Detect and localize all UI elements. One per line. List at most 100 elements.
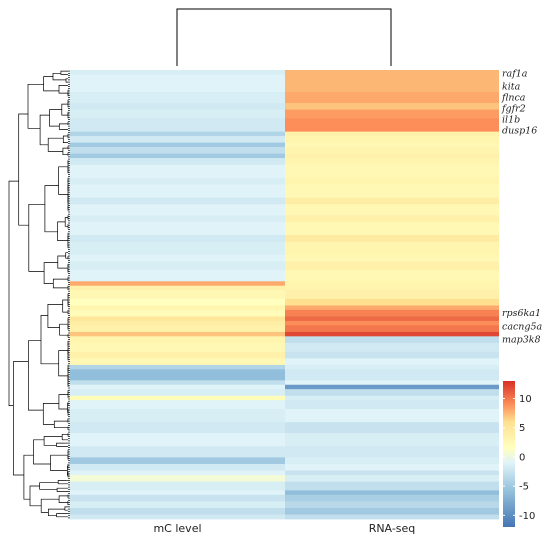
heatmap-cell — [70, 182, 285, 185]
heatmap-cell — [285, 166, 499, 170]
heatmap-cell — [70, 316, 285, 320]
heatmap-cell — [70, 397, 285, 401]
row-dendrogram-branch — [47, 137, 64, 152]
heatmap-cell — [70, 122, 285, 126]
row-dendrogram-branch — [58, 350, 68, 377]
heatmap-cell — [70, 373, 285, 377]
heatmap-cell — [70, 488, 285, 491]
heatmap-cell — [70, 180, 285, 183]
heatmap-cell — [285, 353, 499, 357]
heatmap-cell — [285, 268, 499, 271]
heatmap-cell — [285, 463, 499, 467]
heatmap-cell — [285, 417, 499, 421]
heatmap-cell — [285, 265, 499, 269]
heatmap-cell — [70, 153, 285, 157]
heatmap-cell — [70, 422, 285, 425]
heatmap-cell — [285, 111, 499, 115]
heatmap-cell — [285, 92, 499, 95]
heatmap-cell — [70, 237, 285, 240]
heatmap-cell — [70, 406, 285, 410]
heatmap-cell — [70, 340, 285, 344]
gene-label: il1b — [502, 115, 520, 126]
heatmap-cell — [70, 411, 285, 414]
heatmap-cell — [70, 485, 285, 489]
heatmap-cell — [285, 490, 499, 493]
heatmap-cell — [285, 164, 499, 168]
heatmap-cell — [70, 371, 285, 375]
heatmap-cell — [70, 461, 285, 465]
heatmap-cell — [285, 89, 499, 93]
heatmap-cell — [285, 439, 499, 443]
heatmap-cell — [70, 362, 285, 366]
heatmap-cell — [285, 116, 499, 119]
gene-label: kita — [502, 82, 521, 93]
heatmap-cell — [70, 468, 285, 471]
heatmap-cell — [70, 364, 285, 368]
heatmap-cell — [70, 144, 285, 148]
heatmap-cell — [285, 437, 499, 441]
heatmap-cell — [285, 228, 499, 232]
heatmap-cell — [285, 488, 499, 491]
column-label: mC level — [153, 522, 201, 535]
heatmap-cell — [70, 314, 285, 317]
heatmap-cell — [70, 217, 285, 221]
heatmap-cell — [70, 444, 285, 447]
heatmap-cell — [70, 298, 285, 302]
row-dendrogram-branch — [28, 340, 44, 411]
heatmap-cell — [70, 283, 285, 287]
heatmap-cell — [285, 171, 499, 174]
row-dendrogram-branch — [53, 420, 68, 429]
heatmap-cell — [285, 402, 499, 405]
row-dendrogram-branch — [58, 166, 68, 195]
heatmap-cell — [285, 120, 499, 124]
heatmap-cell — [285, 367, 499, 370]
row-dendrogram-branch — [18, 113, 29, 226]
heatmap-cell — [285, 197, 499, 201]
heatmap-cell — [285, 351, 499, 355]
heatmap-cell — [285, 109, 499, 113]
heatmap-cell — [70, 193, 285, 196]
heatmap-cell — [285, 78, 499, 82]
heatmap-cell — [70, 415, 285, 419]
heatmap-cell — [70, 76, 285, 80]
heatmap-cell — [70, 413, 285, 416]
heatmap-cell — [285, 202, 499, 205]
heatmap-cell — [70, 450, 285, 454]
heatmap-cell — [70, 149, 285, 152]
heatmap-cell — [70, 169, 285, 172]
heatmap-cell — [285, 252, 499, 256]
heatmap-cell — [285, 503, 499, 507]
heatmap-cell — [70, 125, 285, 128]
heatmap-cell — [285, 373, 499, 377]
heatmap-cell — [285, 375, 499, 379]
heatmap-cell — [70, 268, 285, 271]
heatmap-cell — [285, 195, 499, 199]
heatmap-cell — [70, 400, 285, 403]
row-dendrogram-branch — [52, 278, 68, 289]
heatmap-cell — [70, 215, 285, 218]
heatmap-cell — [285, 457, 499, 460]
heatmap-cell — [285, 87, 499, 91]
heatmap-cell — [70, 367, 285, 370]
heatmap-cell — [285, 292, 499, 295]
heatmap-cell — [70, 109, 285, 113]
row-dendrogram-branch — [57, 255, 68, 269]
heatmap-cell — [70, 384, 285, 388]
heatmap-cell — [70, 133, 285, 137]
heatmap-cell — [70, 147, 285, 150]
heatmap-cell — [70, 252, 285, 256]
heatmap-cell — [285, 125, 499, 128]
heatmap-cell — [285, 428, 499, 432]
heatmap-cell — [285, 516, 499, 520]
heatmap-cell — [285, 94, 499, 97]
row-dendrogram-branch — [62, 135, 68, 143]
row-dendrogram-branch — [61, 433, 68, 441]
heatmap-cell — [70, 226, 285, 229]
heatmap-cell — [70, 265, 285, 269]
heatmap-cell — [285, 241, 499, 245]
row-dendrogram-branch — [39, 114, 50, 146]
heatmap-cell — [285, 305, 499, 309]
heatmap-cells — [70, 70, 499, 520]
